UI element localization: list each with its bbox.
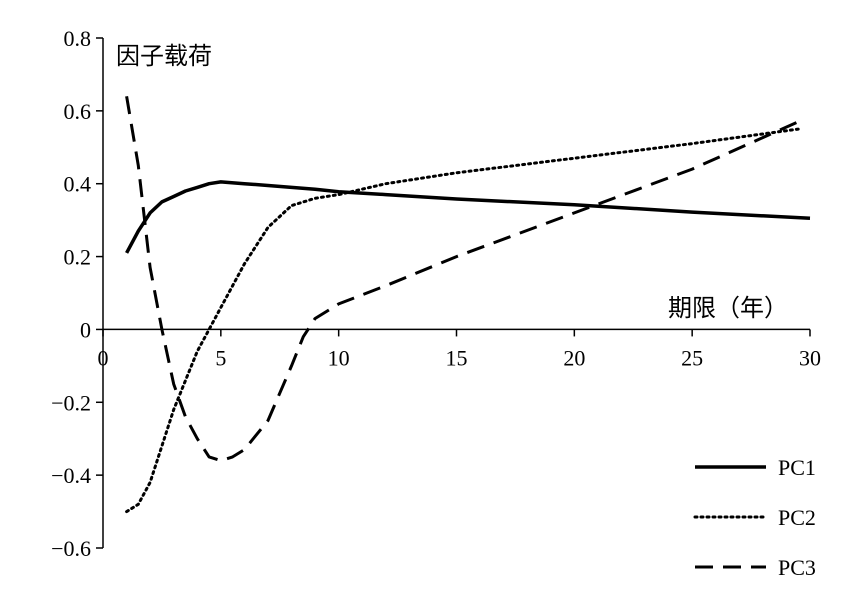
y-axis-title: 因子载荷 [116,42,212,70]
x-tick-label: 15 [446,345,468,370]
series-line-pc2 [125,127,800,514]
series-line-pc3 [125,96,799,463]
y-tick-label: 0.6 [64,99,92,124]
axes: 0.8 0.6 0.4 0.2 0 −0.2 −0.4 −0.6 0 5 10 15 20 25 30 [51,26,821,561]
x-tick-label: 10 [328,345,350,370]
y-tick-label: −0.6 [51,536,91,561]
y-tick-label: 0.8 [64,26,92,51]
y-tick-label: −0.4 [51,463,91,488]
plot-lines [125,96,811,514]
y-tick-label: −0.2 [51,390,91,415]
legend: PC1 PC2 PC3 [693,455,816,580]
x-tick-label: 25 [681,345,703,370]
x-axis-title: 期限（年） [668,294,788,322]
y-tick-label: 0 [80,317,91,342]
legend-label-pc3: PC3 [778,555,816,580]
x-tick-label: 30 [799,345,821,370]
x-tick-label: 20 [563,345,585,370]
x-tick-label: 0 [98,345,109,370]
y-tick-label: 0.4 [64,172,92,197]
series-line-pc1 [125,180,811,254]
x-tick-label: 5 [215,345,226,370]
y-tick-label: 0.2 [64,245,92,270]
legend-label-pc1: PC1 [778,455,816,480]
legend-label-pc2: PC2 [778,505,816,530]
